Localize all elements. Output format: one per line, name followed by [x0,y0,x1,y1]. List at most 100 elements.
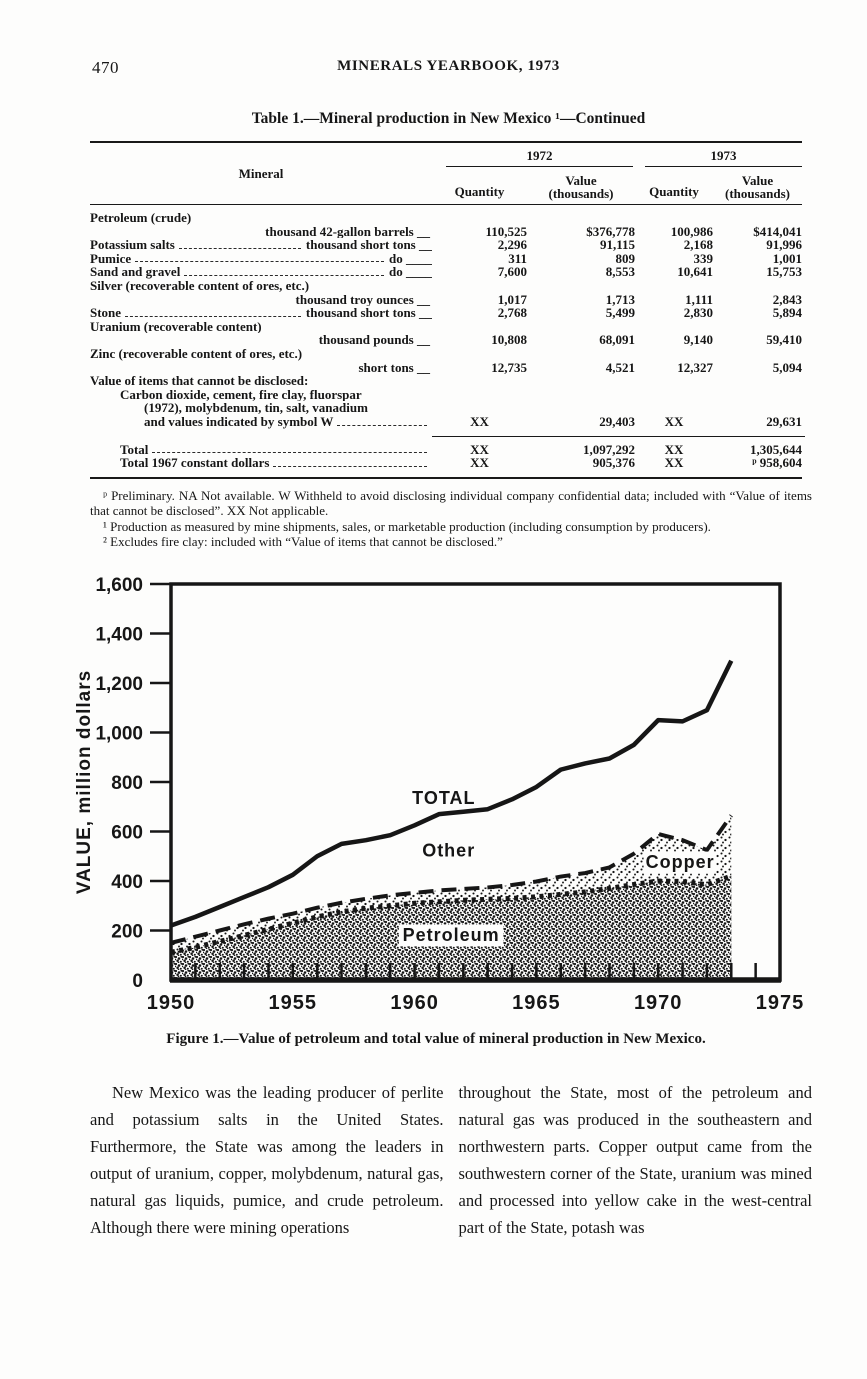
cell-v73 [713,211,802,225]
cell-v72: 1,097,292 [583,441,635,457]
row-label-text: Carbon dioxide, cement, fire clay, fluor… [120,387,362,402]
table-row: Carbon dioxide, cement, fire clay, fluor… [90,388,802,402]
cell-q72 [432,374,527,388]
cell-q73 [635,401,713,415]
cell-v72 [527,374,635,388]
cell-v72 [527,347,635,361]
column-group-1972: 1972 [446,148,633,167]
y-axis-label: VALUE, million dollars [74,670,95,894]
table-row: Uranium (recoverable content) [90,320,802,334]
mineral-production-table: Mineral 1972 1973 Quantity Value (thousa… [90,141,805,479]
table-row: Potassium salts thousand short tons __ 2,2… [90,238,802,252]
table-row: Silver (recoverable content of ores, etc… [90,279,802,293]
cell-v72: 5,499 [605,305,635,321]
cell-q72 [432,279,527,293]
svg-text:TOTAL: TOTAL [412,788,475,808]
cell-q73 [635,279,713,293]
cell-v73 [713,347,802,361]
totals-separator-rule [432,435,805,443]
cell-v73: 91,996 [766,237,802,253]
column-header-quantity-1972: Quantity [454,184,505,199]
row-label: Uranium (recoverable content) [90,320,432,334]
cell-q72 [432,211,527,225]
cell-q72 [432,388,527,402]
footnote: ² Excludes fire clay: included with “Val… [103,534,503,550]
row-label: Potassium salts thousand short tons __ [90,238,432,252]
table-row: thousand troy ounces __ 1,017 1,713 1,111 2,… [90,292,802,307]
row-label-text: Petroleum (crude) [90,211,192,225]
cell-v72 [527,388,635,402]
cell-v72: 905,376 [592,455,635,471]
column-header-quantity-1973: Quantity [649,184,699,199]
cell-q72: 10,808 [491,332,527,348]
cell-v73 [713,388,802,402]
cell-v73: 5,094 [772,359,802,375]
row-label-text: Sand and gravel [90,265,181,279]
svg-text:Petroleum: Petroleum [403,925,500,945]
row-label: Zinc (recoverable content of ores, etc.) [90,347,432,361]
cell-v72 [527,401,635,415]
cell-q72: 12,735 [491,359,527,375]
cell-q72: 2,296 [497,237,527,253]
svg-text:600: 600 [111,823,143,844]
cell-q73: 2,168 [683,237,713,253]
svg-text:Copper: Copper [646,852,715,872]
row-label-text: Potassium salts [90,238,175,252]
cell-q72 [432,401,527,415]
svg-text:200: 200 [111,922,143,943]
value-header-line1: Value [565,173,597,188]
cell-q73 [635,388,713,402]
cell-v73 [713,279,802,293]
copper-top-line [170,814,733,945]
row-label: Silver (recoverable content of ores, etc… [90,279,432,293]
row-label-text: Silver (recoverable content of ores, etc… [90,278,310,293]
dotted-leader [152,443,427,454]
table-row: Zinc (recoverable content of ores, etc.) [90,347,802,361]
footnote: ᵖ Preliminary. NA Not available. W Withh… [90,487,812,519]
column-group-1973: 1973 [645,148,802,167]
table-body: Petroleum (crude) thousand 42-gallon barr… [90,205,805,477]
cell-q72 [432,347,527,361]
row-label-text: Total [120,442,149,457]
cell-v73: 29,631 [766,413,802,429]
svg-text:1,600: 1,600 [95,575,143,596]
svg-text:1955: 1955 [269,992,318,1014]
cell-q72: 110,525 [485,223,527,239]
cell-q73: 9,140 [683,332,713,348]
row-unit: do ____ [389,251,432,266]
row-label: Petroleum (crude) [90,211,432,225]
column-header-value-1972: Value (thousands) [527,170,635,200]
row-label: thousand pounds __ [90,333,432,347]
dotted-leader [135,252,385,263]
cell-v72: 809 [615,250,636,266]
dotted-leader [273,456,427,467]
row-label-text: Total 1967 constant dollars [120,456,270,470]
y-axis-ticks: 0 200 400 600 800 1,000 1,200 1,400 1,600 [95,575,170,992]
cell-q73: 2,830 [683,305,713,321]
figure-caption: Figure 1.—Value of petroleum and total v… [166,1031,706,1048]
row-label: Total 1967 constant dollars [90,456,432,470]
table-title: Table 1.—Mineral production in New Mexic… [251,110,646,127]
cell-v73: ᵖ 958,604 [752,455,802,471]
spacer [90,429,432,443]
table-row: thousand 42-gallon barrels __ 110,525 $376… [90,223,802,239]
cell-v72: 91,115 [599,237,635,253]
body-text: New Mexico was the leading producer of p… [90,1079,812,1241]
cell-v72 [527,211,635,225]
body-left-column: New Mexico was the leading producer of p… [90,1083,444,1238]
table-row: Value of items that cannot be disclosed: [90,374,802,388]
dotted-leader [337,415,427,426]
cell-v72 [527,279,635,293]
row-label: Pumice do ____ [90,252,432,266]
page-number: 470 [92,58,119,77]
running-head: 470 MINERALS YEARBOOK, 1973 [90,58,807,80]
cell-v73: 1,305,644 [750,441,802,457]
cell-q73 [635,320,713,334]
row-label-text: (1972), molybdenum, tin, salt, vanadium [144,401,368,415]
cell-q72: XX [470,413,489,429]
cell-q73: XX [664,441,684,457]
row-label: and values indicated by symbol W [90,415,432,429]
dotted-leader [125,306,301,317]
cell-v72: 68,091 [599,332,635,348]
row-label: Value of items that cannot be disclosed: [90,374,432,388]
